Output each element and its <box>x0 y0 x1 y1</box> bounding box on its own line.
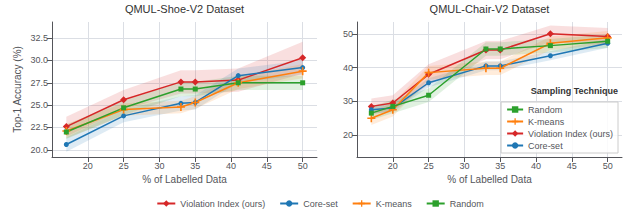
svg-text:40: 40 <box>343 63 353 73</box>
svg-text:50: 50 <box>298 161 308 171</box>
svg-text:K-means: K-means <box>528 117 565 127</box>
svg-text:45: 45 <box>262 161 272 171</box>
svg-text:20.0: 20.0 <box>30 145 48 155</box>
svg-text:50: 50 <box>603 161 613 171</box>
svg-text:% of Labelled Data: % of Labelled Data <box>447 174 532 185</box>
svg-text:22.5: 22.5 <box>30 122 48 132</box>
svg-text:35: 35 <box>190 161 200 171</box>
svg-text:27.5: 27.5 <box>30 78 48 88</box>
svg-text:30: 30 <box>343 96 353 106</box>
svg-text:20: 20 <box>83 161 93 171</box>
svg-text:25: 25 <box>119 161 129 171</box>
svg-text:Random: Random <box>450 199 484 209</box>
svg-text:25: 25 <box>424 161 434 171</box>
svg-text:30.0: 30.0 <box>30 55 48 65</box>
svg-text:20: 20 <box>388 161 398 171</box>
svg-text:20: 20 <box>343 130 353 140</box>
svg-text:35: 35 <box>495 161 505 171</box>
svg-text:Violation Index (ours): Violation Index (ours) <box>180 199 265 209</box>
svg-text:% of Labelled Data: % of Labelled Data <box>142 174 227 185</box>
svg-text:25.0: 25.0 <box>30 100 48 110</box>
svg-text:QMUL-Chair-V2 Dataset: QMUL-Chair-V2 Dataset <box>430 3 550 15</box>
svg-text:45: 45 <box>567 161 577 171</box>
svg-text:Random: Random <box>528 105 562 115</box>
svg-text:Core-set: Core-set <box>303 199 338 209</box>
svg-text:Sampling Technique: Sampling Technique <box>531 86 618 96</box>
svg-text:K-means: K-means <box>376 199 413 209</box>
svg-text:32.5: 32.5 <box>30 33 48 43</box>
svg-text:QMUL-Shoe-V2 Dataset: QMUL-Shoe-V2 Dataset <box>125 3 244 15</box>
svg-text:Violation Index (ours): Violation Index (ours) <box>528 129 613 139</box>
svg-text:Top-1 Accuracy (%): Top-1 Accuracy (%) <box>12 46 23 133</box>
svg-text:30: 30 <box>154 161 164 171</box>
svg-text:40: 40 <box>531 161 541 171</box>
svg-text:30: 30 <box>459 161 469 171</box>
svg-text:Core-set: Core-set <box>528 141 563 151</box>
svg-text:50: 50 <box>343 29 353 39</box>
svg-text:40: 40 <box>226 161 236 171</box>
